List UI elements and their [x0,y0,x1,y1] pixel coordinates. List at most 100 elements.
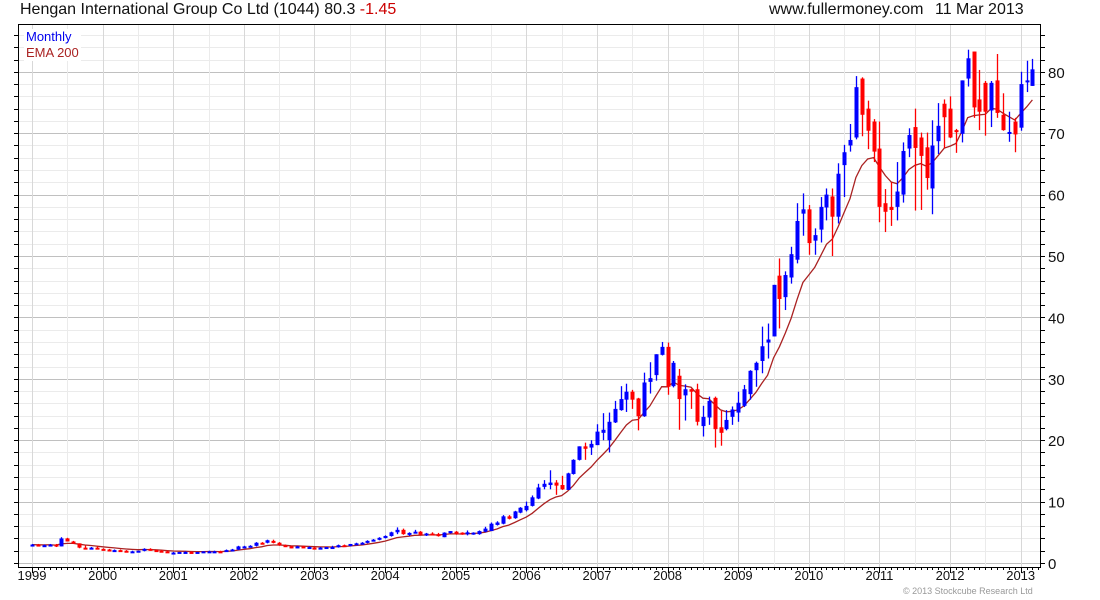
candle [212,550,217,554]
candle-body [413,531,418,534]
candle [342,544,347,548]
candle [548,470,553,490]
candle-body [218,551,223,554]
candle-body [895,191,900,207]
candle-body [277,542,282,546]
candle [442,532,447,538]
legend-ema: EMA 200 [26,45,79,60]
candle [195,551,200,554]
candle-body [813,235,818,241]
candle-body [1019,84,1024,128]
candle-body [819,206,824,230]
candle [454,531,459,535]
candle [77,543,82,549]
candle [489,522,494,532]
candle [789,246,794,284]
candle-body [460,532,465,535]
candle-body [960,80,965,134]
candle-body [601,429,606,433]
candle [354,542,359,546]
candle-body [342,545,347,548]
candle [312,547,317,550]
candle-body [1001,114,1006,131]
x-tick-label: 2009 [724,568,753,583]
candle [948,96,953,139]
candle [224,549,229,553]
candle [248,545,253,548]
candle [289,545,294,549]
candle-body [177,551,182,554]
candle-body [159,550,164,553]
candle [601,413,606,441]
x-tick-label: 2008 [653,568,682,583]
candle-body [477,531,482,535]
candle-body [754,362,759,371]
candle [719,410,724,446]
candle-body [301,546,306,549]
candle-body [824,194,829,208]
candle [813,228,818,255]
candle-body [312,547,317,550]
candle-body [171,552,176,555]
candle-body [83,547,88,550]
candle [501,515,506,525]
candle [513,510,518,519]
candle-body [324,547,329,550]
candle-body [183,551,188,554]
candle [89,547,94,550]
candle-body [424,533,429,536]
x-tick-label: 2013 [1006,568,1035,583]
candle-body [377,537,382,540]
candle-body [101,548,106,551]
candle [754,361,759,387]
candle-body [260,542,265,545]
candle [583,442,588,460]
candle-body [624,391,629,400]
candle [689,388,694,409]
candle [460,532,465,535]
candle [772,284,777,337]
candle [842,144,847,198]
candle [183,551,188,554]
candle-body [89,547,94,550]
candle [760,326,765,374]
candle [736,391,741,422]
candle [566,472,571,490]
ema-line [31,99,1033,553]
candle-body [401,529,406,535]
candle [301,545,306,549]
candle [307,546,312,550]
candle [260,542,265,545]
candle [142,548,147,552]
candle-body [454,531,459,535]
candle [925,132,930,190]
candle [265,539,270,544]
candle-body [642,382,647,417]
candle-body [224,550,229,553]
candle [1030,58,1035,86]
y-tick-label: 30 [1048,372,1065,389]
candle [966,49,971,87]
candle [595,424,600,446]
candle [919,132,924,210]
candle [407,532,412,536]
candle [271,539,276,544]
candle [83,545,88,550]
candle [860,77,865,137]
candle [236,545,241,551]
candle [401,528,406,535]
candle [707,396,712,425]
candle [1001,93,1006,131]
candle-body [436,534,441,537]
y-tick-label: 40 [1048,310,1065,327]
candle-body [872,121,877,152]
candle [413,529,418,534]
candle [377,537,382,541]
candle-body [130,551,135,554]
site-url[interactable]: www.fullermoney.com [769,1,924,18]
candle-body [465,532,470,535]
candle [59,537,64,547]
candle [977,69,982,131]
candle [154,549,159,553]
candle [518,507,523,514]
